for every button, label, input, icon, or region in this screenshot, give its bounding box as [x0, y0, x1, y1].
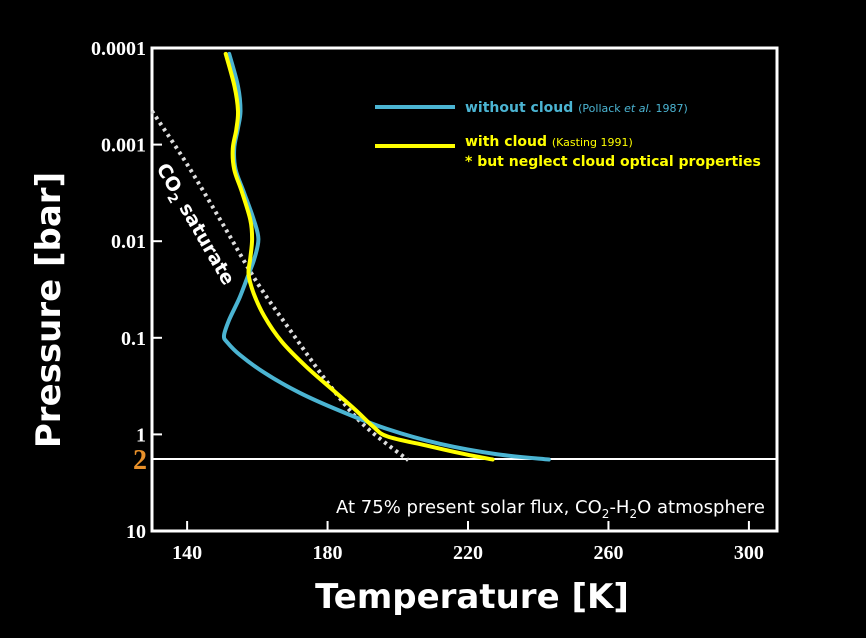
y-axis-title: Pressure [bar] [29, 172, 69, 448]
y-tick-label: 0.01 [111, 231, 146, 253]
series-line-1 [223, 51, 495, 462]
y-tick-label: 0.001 [101, 135, 146, 157]
x-tick-label: 140 [172, 542, 202, 564]
legend: without cloud (Pollack et al. 1987) with … [375, 100, 761, 170]
y-tick-label: 0.0001 [91, 38, 146, 60]
annotation: At 75% present solar flux, CO2-H2O atmos… [336, 497, 765, 521]
y-tick-label: 0.1 [121, 328, 146, 350]
surface-label: 2 [133, 445, 147, 476]
plot-frame [150, 46, 779, 533]
series-layer [150, 51, 551, 462]
x-tick-label: 300 [734, 542, 764, 564]
y-tick-label: 10 [126, 521, 146, 543]
legend-label-without-cloud: without cloud (Pollack et al. 1987) [465, 100, 688, 116]
x-axis-title: Temperature [K] [315, 577, 629, 617]
legend-note: * but neglect cloud optical properties [465, 154, 761, 170]
x-tick-label: 260 [593, 542, 623, 564]
ticks: 140 180 220 260 300 0.0001 0.001 0.01 0.1 1 10 [91, 38, 764, 564]
y-tick-label: 1 [136, 424, 146, 446]
x-tick-label: 180 [313, 542, 343, 564]
legend-label-with-cloud: with cloud (Kasting 1991) [465, 134, 633, 150]
x-tick-label: 220 [453, 542, 483, 564]
